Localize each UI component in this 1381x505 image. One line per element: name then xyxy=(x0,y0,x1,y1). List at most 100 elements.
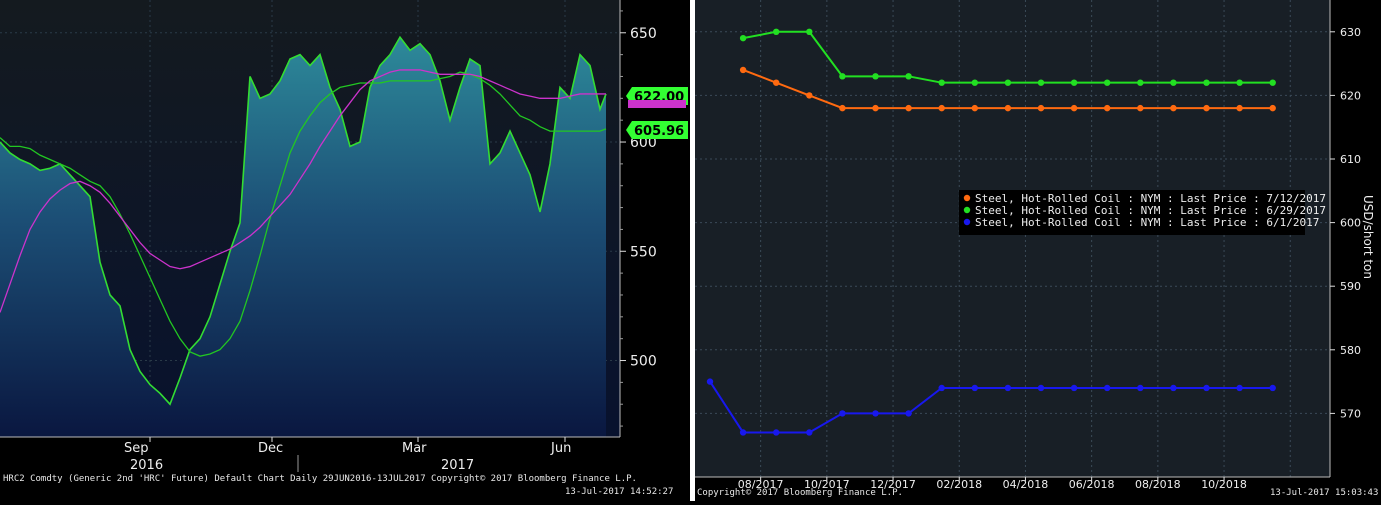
y-axis-label: USD/short ton xyxy=(1361,195,1375,279)
legend-marker xyxy=(963,206,971,214)
series-point xyxy=(1236,384,1243,392)
series-point xyxy=(938,384,945,392)
series-point xyxy=(1004,104,1012,112)
series-point xyxy=(839,104,846,112)
series-point xyxy=(905,410,912,417)
x-tick-label: 12/2017 xyxy=(870,478,916,491)
series-point xyxy=(1037,384,1045,392)
value-tag-label: 605.96 xyxy=(634,124,684,139)
right-footer-copyright: Copyright© 2017 Bloomberg Finance L.P. xyxy=(697,488,903,498)
y-tick-label: 600 xyxy=(630,135,657,151)
y-tick-label: 650 xyxy=(630,26,657,42)
panel-divider xyxy=(690,0,695,501)
series-point xyxy=(872,104,879,112)
series-point xyxy=(773,429,780,436)
series-point xyxy=(1104,384,1111,392)
series-point xyxy=(872,410,879,417)
x-tick-label: 04/2018 xyxy=(1003,478,1049,491)
series-point xyxy=(905,104,912,112)
price-area xyxy=(0,37,606,438)
series-point xyxy=(1004,384,1012,392)
right-footer-timestamp: 13-Jul-2017 15:03:43 xyxy=(1270,488,1379,498)
value-tag-bg xyxy=(626,121,688,139)
series-point xyxy=(1104,104,1111,112)
x-tick-label: 06/2018 xyxy=(1069,478,1115,491)
y-tick-label: 550 xyxy=(630,244,657,260)
series-point xyxy=(1170,384,1177,392)
ma-slow-tag xyxy=(628,100,686,108)
series-point xyxy=(806,28,813,35)
series-point xyxy=(1037,104,1045,112)
series-point xyxy=(872,73,879,80)
plot-background xyxy=(695,0,1330,477)
series-point xyxy=(1170,79,1177,86)
series-point xyxy=(1104,79,1111,86)
legend-label: Steel, Hot-Rolled Coil : NYM : Last Pric… xyxy=(975,192,1326,205)
left-chart-panel: 500 550 600 650 Sep Dec Mar Jun 2016 2017 622.00 60… xyxy=(0,0,690,501)
x-year-label: 2016 xyxy=(130,458,163,473)
series-point xyxy=(1236,79,1243,86)
x-tick-label: 08/2017 xyxy=(738,478,784,491)
series-point xyxy=(1037,79,1045,86)
x-tick-label: Jun xyxy=(550,441,571,456)
series-point xyxy=(1236,104,1243,112)
axis-background xyxy=(1330,0,1381,501)
legend-label: Steel, Hot-Rolled Coil : NYM : Last Pric… xyxy=(975,204,1326,217)
x-tick-label: Mar xyxy=(402,441,427,456)
left-footer-timestamp: 13-Jul-2017 14:52:27 xyxy=(565,487,674,497)
x-tick-label: Dec xyxy=(258,441,283,456)
y-tick-label: 630 xyxy=(1340,26,1361,39)
series-point xyxy=(806,429,813,436)
series-point xyxy=(1137,104,1144,112)
series-point xyxy=(971,384,978,392)
series-point xyxy=(1269,104,1276,112)
series-point xyxy=(806,92,813,99)
series-line-ma-slow xyxy=(0,69,606,313)
series-line-price xyxy=(0,35,607,406)
series-point xyxy=(971,104,978,112)
legend-box xyxy=(959,190,1305,235)
x-tick-label: 02/2018 xyxy=(936,478,982,491)
y-tick-label: 590 xyxy=(1340,280,1361,293)
y-tick-label: 620 xyxy=(1340,89,1361,102)
series-point xyxy=(706,378,714,385)
series-point xyxy=(839,410,846,417)
series-point xyxy=(739,66,747,74)
series-point xyxy=(1070,104,1078,112)
series-point xyxy=(938,79,945,86)
futures-curve-chart: 570 580 590 600 610 620 630 USD/short ton 08/201… xyxy=(695,0,1381,501)
series-point xyxy=(1170,104,1177,112)
series-point xyxy=(905,73,912,80)
series-point xyxy=(1137,79,1144,86)
x-tick-label: 10/2018 xyxy=(1201,478,1247,491)
series-point xyxy=(1137,384,1144,392)
series-point xyxy=(739,429,747,436)
series-point xyxy=(773,79,780,86)
right-chart-panel: 570 580 590 600 610 620 630 USD/short ton 08/201… xyxy=(695,0,1381,501)
series-point xyxy=(1269,384,1276,392)
series-point xyxy=(971,79,978,86)
series-point xyxy=(773,28,780,35)
left-footer-caption: HRC2 Comdty (Generic 2nd 'HRC' Future) D… xyxy=(3,474,637,484)
series-point xyxy=(1269,79,1276,86)
series-point xyxy=(739,34,747,42)
legend-label: Steel, Hot-Rolled Coil : NYM : Last Pric… xyxy=(975,216,1319,229)
series-point xyxy=(1070,79,1078,86)
y-tick-label: 610 xyxy=(1340,153,1361,166)
series-line-ma-fast xyxy=(0,71,607,357)
y-tick-label: 500 xyxy=(630,354,657,370)
series-line xyxy=(709,381,1273,434)
series-point xyxy=(1203,384,1210,392)
x-year-label: 2017 xyxy=(441,458,474,473)
x-tick-label: 08/2018 xyxy=(1135,478,1181,491)
y-tick-label: 600 xyxy=(1340,217,1361,230)
x-tick-label: 10/2017 xyxy=(804,478,850,491)
series-point xyxy=(1070,384,1078,392)
y-tick-label: 580 xyxy=(1340,344,1361,357)
series-point xyxy=(1203,104,1210,112)
series-point xyxy=(1004,79,1012,86)
series-point xyxy=(839,73,846,80)
series-point xyxy=(1203,79,1210,86)
legend-marker xyxy=(963,218,971,226)
